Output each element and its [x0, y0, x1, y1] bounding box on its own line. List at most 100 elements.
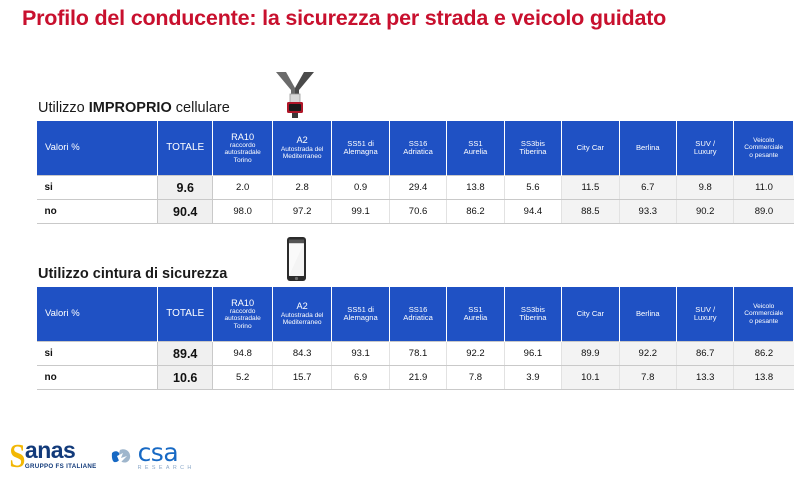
section-label-part1: Utilizzo cintura di sicurezza	[38, 266, 228, 282]
row-label: si	[36, 175, 158, 200]
cell-total: 10.6	[157, 365, 214, 390]
page-title: Profilo del conducente: la sicurezza per…	[22, 6, 667, 30]
column-header-ss1-aurelia: SS1 Aurelia	[446, 120, 505, 176]
column-header-ss51-alemagna: SS51 di Alemagna	[331, 120, 390, 176]
cell-value: 11.0	[733, 175, 794, 200]
cell-value: 93.1	[331, 341, 390, 366]
column-header-ss3bis-tiberina: SS3bis Tiberina	[503, 120, 563, 176]
column-header-city-car: City Car	[561, 286, 620, 342]
section-header: Utilizzo IMPROPRIO cellulare	[0, 70, 800, 118]
table-row: si 9.6 2.0 2.8 0.9 29.4 13.8 5.6 11.5 6.…	[36, 175, 794, 200]
cell-value: 5.2	[212, 365, 273, 390]
cell-value: 13.8	[446, 175, 505, 200]
column-header-suv-luxury: SUV / Luxury	[675, 120, 735, 176]
cell-value: 2.0	[212, 175, 273, 200]
cell-value: 89.9	[561, 341, 620, 366]
cell-value: 99.1	[331, 199, 390, 224]
cell-value: 86.2	[446, 199, 505, 224]
cell-value: 7.8	[618, 365, 677, 390]
cell-value: 2.8	[271, 175, 332, 200]
column-header-ss3bis-tiberina: SS3bis Tiberina	[503, 286, 563, 342]
csa-logo: csa RESEARCH	[111, 431, 195, 471]
column-header-a2: A2 Autostrada del Mediterraneo	[271, 286, 333, 342]
section-header: Utilizzo cintura di sicurezza	[0, 236, 800, 282]
cell-value: 13.8	[733, 365, 794, 390]
cell-value: 84.3	[271, 341, 332, 366]
csa-tagline: RESEARCH	[137, 464, 195, 471]
column-header-ra10: RA10 raccordo autostradale Torino	[212, 120, 273, 176]
cell-total: 90.4	[157, 199, 214, 224]
cell-value: 11.5	[561, 175, 620, 200]
smartphone-icon	[276, 234, 316, 288]
section-label-part1: Utilizzo	[38, 100, 89, 116]
column-header-veicolo-commerciale: Veicolo Commerciale o pesante	[733, 120, 794, 176]
column-header-ss16-adriatica: SS16 Adriatica	[388, 286, 448, 342]
anas-wordmark: anas	[24, 437, 76, 463]
column-header-berlina: Berlina	[618, 120, 678, 176]
cell-value: 93.3	[618, 199, 677, 224]
cell-value: 9.8	[675, 175, 734, 200]
column-header-totale: TOTALE	[157, 286, 214, 342]
column-header-veicolo-commerciale: Veicolo Commerciale o pesante	[733, 286, 794, 342]
cell-value: 6.9	[331, 365, 390, 390]
cell-total: 9.6	[157, 175, 214, 200]
table-utilizzo-cintura-sicurezza: Valori % TOTALE RA10 raccordo autostrada…	[35, 286, 794, 390]
csa-mark-icon	[111, 447, 135, 467]
cell-value: 94.8	[212, 341, 273, 366]
table-row: no 90.4 98.0 97.2 99.1 70.6 86.2 94.4 88…	[36, 199, 794, 224]
anas-tagline: GRUPPO FS ITALIANE	[24, 463, 97, 470]
cell-value: 86.2	[733, 341, 794, 366]
column-header-valori: Valori %	[35, 120, 159, 176]
column-header-a2: A2 Autostrada del Mediterraneo	[271, 120, 333, 176]
cell-value: 98.0	[212, 199, 273, 224]
csa-wordmark: csa	[137, 437, 179, 467]
cell-value: 94.4	[503, 199, 562, 224]
column-header-ss1-aurelia: SS1 Aurelia	[446, 286, 505, 342]
row-label: no	[36, 365, 158, 390]
table-row: no 10.6 5.2 15.7 6.9 21.9 7.8 3.9 10.1 7…	[36, 365, 794, 390]
column-header-ra10: RA10 raccordo autostradale Torino	[212, 286, 273, 342]
cell-value: 89.0	[733, 199, 794, 224]
section-title-cintura-sicurezza: Utilizzo cintura di sicurezza	[38, 266, 227, 282]
column-header-totale: TOTALE	[157, 120, 214, 176]
cell-value: 3.9	[503, 365, 562, 390]
anas-swirl-icon: S	[9, 438, 26, 475]
cell-value: 5.6	[503, 175, 562, 200]
column-header-ss51-alemagna: SS51 di Alemagna	[331, 286, 390, 342]
cell-value: 88.5	[561, 199, 620, 224]
cell-value: 0.9	[331, 175, 390, 200]
section-utilizzo-cintura-sicurezza: Utilizzo cintura di sicurezza Valori % T…	[0, 236, 800, 390]
table-header-row: Valori % TOTALE RA10 raccordo autostrada…	[35, 120, 794, 176]
section-label-strong: IMPROPRIO	[88, 100, 172, 116]
cell-value: 29.4	[388, 175, 447, 200]
cell-value: 78.1	[388, 341, 447, 366]
cell-value: 6.7	[618, 175, 677, 200]
seatbelt-buckle-icon	[272, 70, 318, 120]
footer-logos: S anas GRUPPO FS ITALIANE csa RESEARCH	[8, 429, 195, 475]
section-label-part2: cellulare	[171, 100, 230, 116]
table-row: si 89.4 94.8 84.3 93.1 78.1 92.2 96.1 89…	[36, 341, 794, 366]
csa-text: csa RESEARCH	[137, 437, 195, 471]
column-header-suv-luxury: SUV / Luxury	[675, 286, 735, 342]
cell-value: 15.7	[271, 365, 332, 390]
column-header-berlina: Berlina	[618, 286, 678, 342]
cell-value: 86.7	[675, 341, 734, 366]
column-header-valori: Valori %	[35, 286, 159, 342]
table-header-row: Valori % TOTALE RA10 raccordo autostrada…	[35, 286, 794, 342]
row-label: no	[36, 199, 158, 224]
column-header-city-car: City Car	[561, 120, 620, 176]
cell-value: 13.3	[675, 365, 734, 390]
cell-value: 70.6	[388, 199, 447, 224]
cell-value: 10.1	[561, 365, 620, 390]
cell-value: 7.8	[446, 365, 505, 390]
row-label: si	[36, 341, 158, 366]
cell-value: 92.2	[446, 341, 505, 366]
cell-value: 92.2	[618, 341, 677, 366]
anas-text: anas GRUPPO FS ITALIANE	[24, 437, 97, 471]
cell-value: 96.1	[503, 341, 562, 366]
column-header-ss16-adriatica: SS16 Adriatica	[388, 120, 448, 176]
cell-value: 97.2	[271, 199, 332, 224]
cell-value: 21.9	[388, 365, 447, 390]
cell-total: 89.4	[157, 341, 214, 366]
anas-logo: S anas GRUPPO FS ITALIANE	[8, 431, 97, 475]
